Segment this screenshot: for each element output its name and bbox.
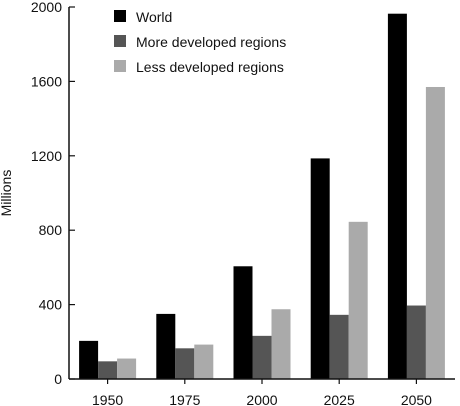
x-tick-label: 1975	[169, 392, 200, 406]
x-axis: 1950 1975 2000 2025 2050	[69, 378, 455, 406]
bar	[194, 344, 214, 379]
y-tick-label: 800	[39, 222, 63, 238]
y-tick-label: 0	[54, 371, 62, 387]
x-tick-label: 1950	[92, 392, 123, 406]
bar	[329, 314, 349, 379]
legend-swatch	[114, 35, 126, 47]
y-tick-label: 1600	[31, 73, 62, 89]
y-axis-label: Millions	[0, 170, 14, 217]
x-tick-label: 2050	[401, 392, 432, 406]
bar	[233, 266, 253, 379]
bar	[348, 221, 368, 379]
legend-swatch	[114, 10, 126, 22]
y-tick-label: 2000	[31, 0, 62, 15]
legend-label: More developed regions	[136, 34, 286, 50]
bar	[271, 309, 291, 379]
legend-label: Less developed regions	[136, 59, 284, 75]
bar	[252, 335, 272, 379]
bar	[156, 313, 176, 379]
y-tick-label: 400	[39, 297, 63, 313]
bar	[310, 158, 330, 379]
legend-swatch	[114, 60, 126, 72]
y-axis: 0 400 800 1200 1600 2000	[31, 0, 75, 387]
legend-label: World	[136, 9, 172, 25]
plot-area	[79, 13, 445, 379]
bar	[79, 340, 99, 379]
y-tick-label: 1200	[31, 148, 62, 164]
legend: World More developed regions Less develope…	[114, 9, 286, 75]
x-tick-label: 2025	[324, 392, 355, 406]
x-tick-label: 2000	[246, 392, 277, 406]
bar	[175, 348, 195, 379]
bar	[406, 305, 426, 379]
bar	[387, 13, 407, 379]
bar	[98, 361, 118, 379]
bar	[117, 358, 137, 379]
bar	[425, 86, 445, 379]
